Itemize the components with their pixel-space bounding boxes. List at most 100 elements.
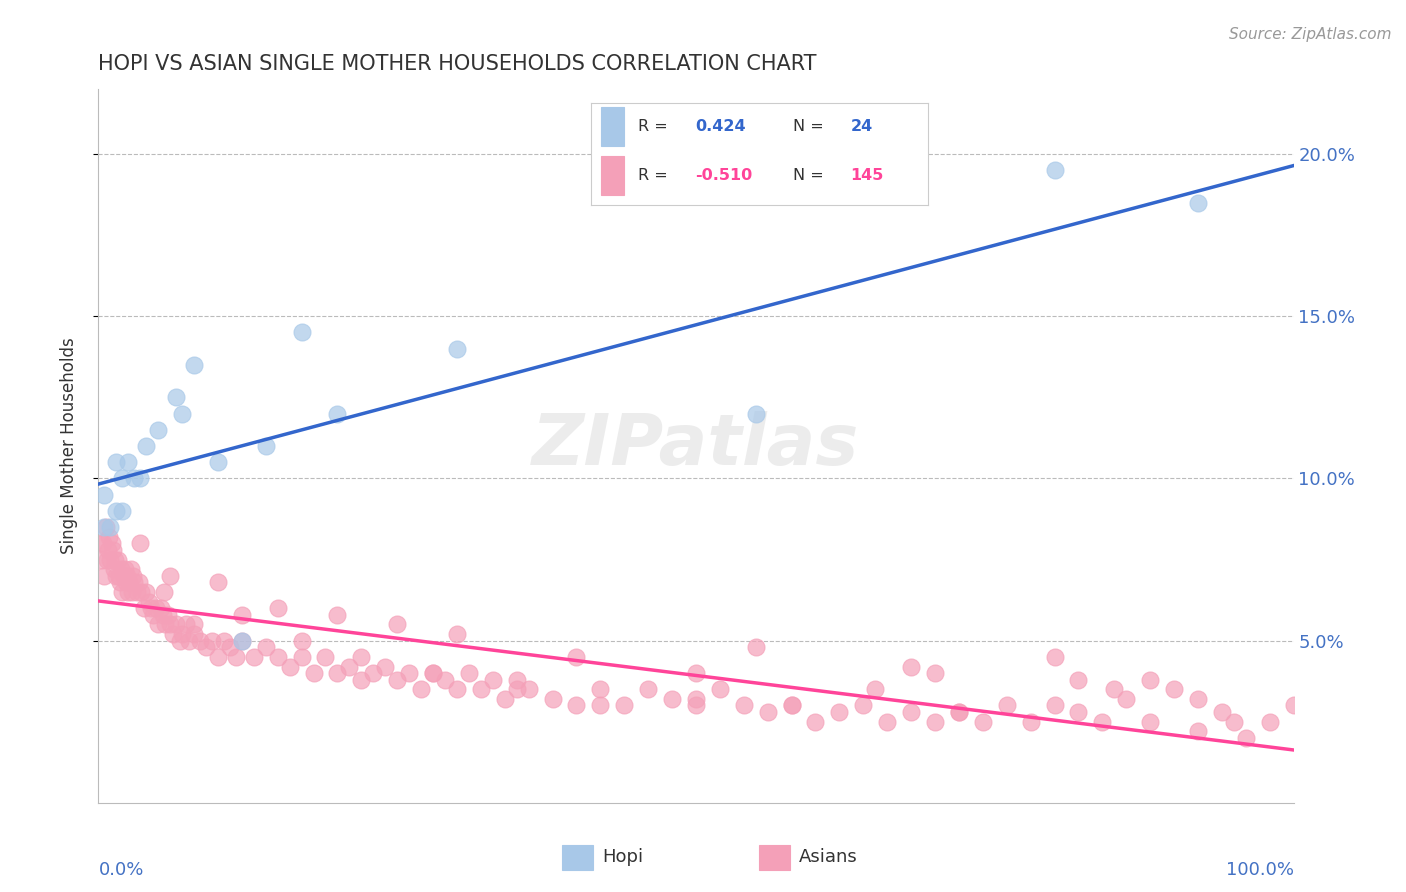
- Point: [125, 585, 148, 599]
- Point: [865, 682, 887, 697]
- Point: [1043, 649, 1066, 664]
- Point: [105, 504, 128, 518]
- Point: [120, 562, 142, 576]
- Text: 24: 24: [851, 119, 873, 134]
- Point: [745, 407, 768, 421]
- Point: [169, 633, 191, 648]
- Point: [446, 682, 468, 697]
- Point: [172, 407, 194, 421]
- Point: [589, 698, 612, 713]
- Point: [326, 407, 349, 421]
- Point: [422, 666, 444, 681]
- Point: [129, 536, 152, 550]
- Text: Hopi: Hopi: [602, 848, 643, 866]
- Point: [231, 633, 253, 648]
- Point: [1187, 195, 1209, 210]
- Point: [145, 601, 167, 615]
- Point: [1115, 692, 1137, 706]
- Point: [104, 552, 127, 566]
- Point: [91, 536, 114, 550]
- Point: [114, 562, 136, 576]
- Point: [1019, 714, 1042, 729]
- Point: [122, 568, 145, 582]
- Point: [1043, 698, 1066, 713]
- Point: [1282, 698, 1305, 713]
- Point: [756, 705, 779, 719]
- Point: [709, 682, 731, 697]
- Point: [107, 568, 129, 582]
- Point: [183, 617, 205, 632]
- Point: [446, 627, 468, 641]
- Point: [302, 666, 325, 681]
- Point: [363, 666, 385, 681]
- Point: [804, 714, 827, 729]
- Point: [132, 601, 155, 615]
- Point: [685, 698, 707, 713]
- Point: [1234, 731, 1257, 745]
- Point: [101, 542, 124, 557]
- Point: [124, 471, 146, 485]
- Point: [458, 666, 481, 681]
- Point: [107, 552, 129, 566]
- Point: [350, 649, 373, 664]
- Point: [98, 552, 122, 566]
- Y-axis label: Single Mother Households: Single Mother Households: [59, 338, 77, 554]
- Point: [267, 649, 290, 664]
- Point: [948, 705, 970, 719]
- Point: [780, 698, 803, 713]
- Point: [165, 617, 187, 632]
- Point: [278, 659, 301, 673]
- Point: [100, 536, 122, 550]
- Point: [852, 698, 875, 713]
- Point: [374, 659, 396, 673]
- Point: [685, 692, 707, 706]
- Point: [96, 552, 118, 566]
- Text: 145: 145: [851, 168, 884, 183]
- Point: [1187, 724, 1209, 739]
- Point: [108, 575, 131, 590]
- Point: [422, 666, 444, 681]
- Point: [291, 633, 314, 648]
- Text: 100.0%: 100.0%: [1226, 861, 1294, 880]
- Bar: [600, 156, 624, 194]
- Point: [183, 358, 205, 372]
- Point: [685, 666, 707, 681]
- Point: [149, 601, 172, 615]
- Point: [948, 705, 970, 719]
- Point: [1139, 673, 1161, 687]
- Point: [135, 585, 157, 599]
- Point: [142, 607, 165, 622]
- Point: [195, 640, 218, 654]
- Point: [385, 617, 409, 632]
- Point: [350, 673, 373, 687]
- Point: [876, 714, 898, 729]
- Point: [506, 673, 529, 687]
- Point: [124, 575, 146, 590]
- Point: [94, 520, 117, 534]
- Point: [733, 698, 755, 713]
- Point: [118, 575, 141, 590]
- Point: [661, 692, 683, 706]
- Point: [112, 568, 135, 582]
- Point: [159, 617, 181, 632]
- Point: [155, 617, 177, 632]
- Text: ZIPatlas: ZIPatlas: [533, 411, 859, 481]
- Point: [1211, 705, 1233, 719]
- Point: [148, 617, 170, 632]
- Point: [254, 640, 277, 654]
- Point: [93, 568, 115, 582]
- Point: [243, 649, 266, 664]
- Point: [924, 714, 946, 729]
- Point: [115, 575, 138, 590]
- Point: [131, 585, 153, 599]
- Point: [1043, 163, 1066, 178]
- Point: [212, 633, 235, 648]
- Text: Asians: Asians: [799, 848, 858, 866]
- Point: [339, 659, 361, 673]
- Point: [541, 692, 564, 706]
- Point: [828, 705, 851, 719]
- Point: [1067, 673, 1090, 687]
- Point: [900, 659, 922, 673]
- Point: [972, 714, 994, 729]
- Point: [139, 601, 162, 615]
